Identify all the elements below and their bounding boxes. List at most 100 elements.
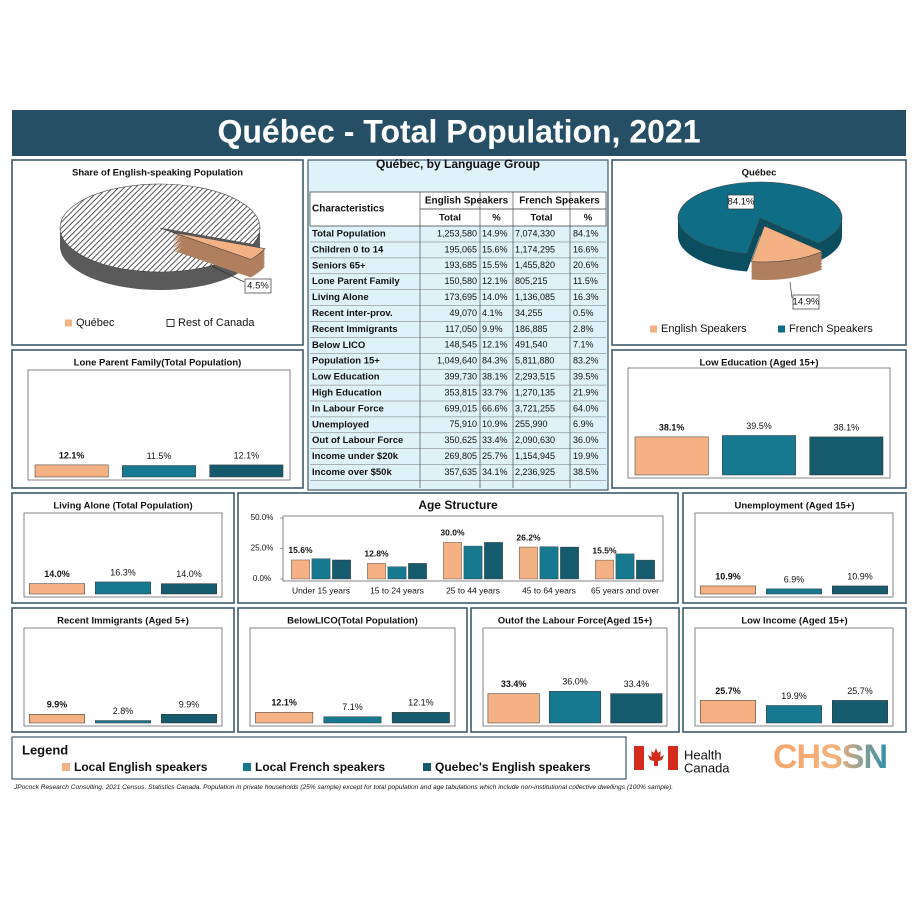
data-label: 36.0% bbox=[562, 677, 588, 687]
table-cell: 1,270,135 bbox=[515, 387, 555, 397]
table-cell: Income over $50k bbox=[312, 467, 392, 478]
table-cell: 64.0% bbox=[573, 403, 599, 413]
table-cell: 9.9% bbox=[482, 324, 503, 334]
bar bbox=[34, 464, 109, 478]
data-label: 14.0% bbox=[44, 569, 70, 579]
y-tick-label: 25.0% bbox=[251, 544, 274, 553]
bar bbox=[391, 712, 450, 724]
bar bbox=[95, 581, 151, 595]
table-cell: 148,545 bbox=[444, 340, 477, 350]
table-cell: 38.5% bbox=[573, 467, 599, 477]
table-cell: 75,910 bbox=[449, 419, 477, 429]
table-cell: 33.4% bbox=[482, 435, 508, 445]
chart-title: Share of English-speaking Population bbox=[72, 168, 243, 179]
bar bbox=[560, 546, 579, 580]
data-label: 12.1% bbox=[234, 450, 260, 460]
bar bbox=[700, 585, 756, 595]
data-label: 9.9% bbox=[47, 700, 68, 710]
x-tick-label: 25 to 44 years bbox=[446, 585, 500, 595]
chart-title: Age Structure bbox=[418, 498, 498, 512]
table-cell: 10.9% bbox=[482, 419, 508, 429]
legend-box bbox=[11, 736, 627, 780]
table-cell: 6.9% bbox=[573, 419, 594, 429]
x-tick-label: 45 to 64 years bbox=[522, 585, 576, 595]
table-subheader: % bbox=[584, 213, 593, 224]
title-banner bbox=[12, 110, 906, 156]
data-label: 12.1% bbox=[59, 450, 85, 460]
y-tick-label: 0.0% bbox=[253, 574, 271, 583]
table-cell: 84.1% bbox=[573, 228, 599, 238]
table-cell: 16.6% bbox=[573, 244, 599, 254]
bar bbox=[809, 436, 884, 476]
data-label: 33.4% bbox=[501, 679, 527, 689]
bar bbox=[332, 559, 351, 580]
legend-swatch bbox=[243, 763, 251, 771]
table-cell: 39.5% bbox=[573, 371, 599, 381]
leader-line bbox=[211, 265, 245, 283]
bar bbox=[95, 720, 151, 724]
table-cell: Living Alone bbox=[312, 292, 369, 303]
bar bbox=[323, 716, 382, 724]
table-cell: Below LICO bbox=[312, 340, 365, 351]
bar bbox=[29, 714, 85, 724]
table-cell: 491,540 bbox=[515, 340, 548, 350]
data-label: 26.2% bbox=[516, 532, 541, 542]
chart-title: Living Alone (Total Population) bbox=[53, 501, 192, 512]
label-box bbox=[727, 194, 755, 210]
table-cell: 353,815 bbox=[444, 387, 477, 397]
table-cell: 12.1% bbox=[482, 276, 508, 286]
chart-title: Low Income (Aged 15+) bbox=[741, 616, 847, 627]
table-cell: 255,990 bbox=[515, 419, 548, 429]
bar bbox=[766, 588, 822, 595]
chart-title: Unemployment (Aged 15+) bbox=[734, 501, 854, 512]
legend-swatch bbox=[166, 319, 175, 327]
bar bbox=[636, 559, 655, 580]
data-label: 12.8% bbox=[364, 549, 389, 559]
data-label: 10.9% bbox=[715, 571, 741, 581]
table-cell: 357,635 bbox=[444, 467, 477, 477]
legend-label: French Speakers bbox=[789, 323, 873, 335]
data-label: 6.9% bbox=[784, 574, 805, 584]
table-cell: 1,049,640 bbox=[437, 356, 477, 366]
table-cell: 805,215 bbox=[515, 276, 548, 286]
data-label: 39.5% bbox=[746, 421, 772, 431]
legend-label: Québec bbox=[76, 317, 115, 329]
logo-text: CHSSN bbox=[773, 738, 887, 776]
bar bbox=[832, 585, 888, 595]
bar bbox=[539, 546, 559, 580]
table-cell: 399,730 bbox=[444, 371, 477, 381]
bar bbox=[700, 700, 756, 724]
table-cell: 66.6% bbox=[482, 403, 508, 413]
data-label: 25.7% bbox=[715, 686, 741, 696]
table-cell: 195,065 bbox=[444, 244, 477, 254]
y-tick-label: 50.0% bbox=[251, 513, 274, 522]
bar bbox=[463, 545, 483, 580]
table-cell: Low Education bbox=[312, 372, 380, 383]
bar bbox=[161, 583, 217, 595]
data-label: 38.1% bbox=[659, 422, 685, 432]
data-label: 12.1% bbox=[408, 698, 434, 708]
table-cell: 350,625 bbox=[444, 435, 477, 445]
legend-label: Local French speakers bbox=[255, 760, 385, 774]
bar bbox=[387, 566, 407, 580]
data-label: 9.9% bbox=[179, 700, 200, 710]
bar bbox=[634, 436, 709, 476]
table-cell: Population 15+ bbox=[312, 356, 380, 367]
table-cell: 16.3% bbox=[573, 292, 599, 302]
chart-title: BelowLICO(Total Population) bbox=[287, 616, 418, 627]
bar bbox=[615, 553, 635, 580]
bar bbox=[487, 693, 540, 724]
table-title: Québec, by Language Group bbox=[376, 157, 540, 171]
logo-text: Health bbox=[684, 747, 722, 762]
bar bbox=[484, 542, 503, 580]
bar bbox=[595, 559, 614, 580]
table-header: Characteristics bbox=[312, 204, 385, 215]
data-label: 4.5% bbox=[247, 281, 269, 292]
table-cell: 83.2% bbox=[573, 356, 599, 366]
table-cell: 84.3% bbox=[482, 356, 508, 366]
data-label: 16.3% bbox=[110, 567, 136, 577]
bar bbox=[408, 563, 427, 580]
plot-frame bbox=[27, 369, 291, 481]
x-tick-label: Under 15 years bbox=[292, 585, 350, 595]
